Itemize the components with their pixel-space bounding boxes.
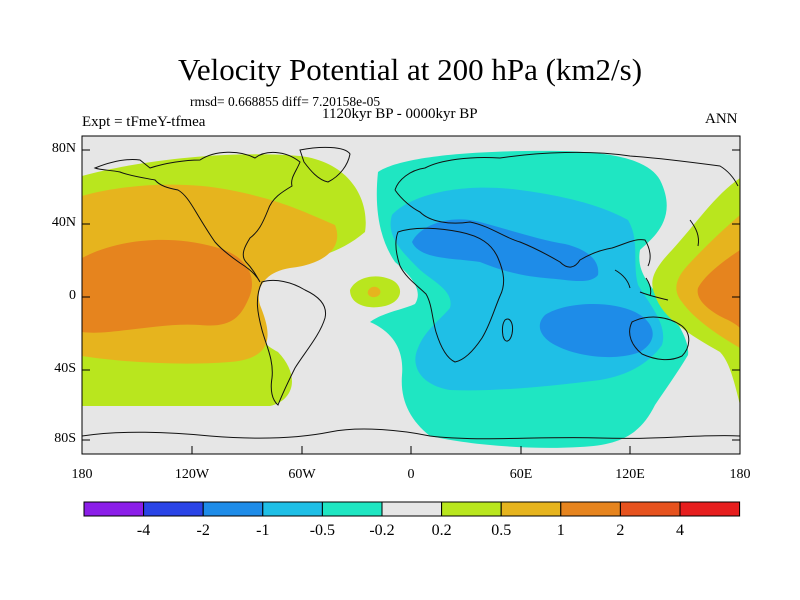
map-field [82, 136, 740, 454]
region-negative-strong-south [539, 304, 653, 358]
region-positive-moderate-island [367, 286, 381, 298]
stats-text: rmsd= 0.668855 diff= 7.20158e-05 [190, 94, 381, 109]
period-text: 1120kyr BP - 0000kyr BP [322, 106, 478, 122]
lat-label-40s: 40S [54, 361, 76, 376]
coast-north-america [93, 151, 301, 283]
season-label: ANN [705, 111, 738, 127]
colorbar-label: 0.5 [491, 522, 512, 539]
colorbar-box [262, 501, 323, 517]
colorbar-label: -2 [196, 522, 210, 539]
colorbar-box [83, 501, 145, 517]
region-negative-strong-north [412, 219, 599, 282]
lon-label-60e: 60E [509, 467, 533, 482]
coast-africa [395, 227, 505, 363]
colorbar-label: 1 [556, 522, 565, 539]
colorbar-label: 2 [616, 522, 625, 539]
coast-south-america [256, 279, 327, 406]
lon-label-120w: 120W [174, 467, 210, 482]
colorbar-box [441, 501, 502, 517]
lon-label-120e: 120E [615, 467, 645, 482]
coast-madagascar [501, 318, 513, 342]
colorbar-label: -1 [256, 522, 270, 539]
colorbar-box [679, 501, 741, 517]
coast-australia [629, 316, 690, 361]
region-positive-strong-east [697, 250, 740, 328]
coast-japan [689, 219, 699, 247]
colorbar-label: -0.5 [309, 522, 336, 539]
lat-label-0: 0 [69, 288, 76, 303]
colorbar-label: -0.2 [369, 522, 395, 539]
lon-label-0: 0 [407, 467, 415, 482]
colorbar-box [500, 501, 562, 517]
region-positive-strong-west [82, 239, 252, 333]
coast-greenland [299, 146, 351, 183]
lon-label-180e: 180 [729, 467, 751, 482]
lon-label-180w: 180 [71, 467, 93, 482]
colorbar-box [143, 501, 204, 517]
coast-eurasia [394, 151, 739, 268]
experiment-label: Expt = tFmeY-tfmea [82, 114, 206, 130]
colorbar-label: 0.2 [431, 522, 452, 539]
colorbar-box [560, 501, 621, 517]
colorbar-box [202, 501, 264, 517]
colorbar-box [381, 501, 443, 517]
coast-southeast-asia-islands [614, 269, 669, 301]
lat-label-80s: 80S [54, 431, 76, 446]
lon-label-60w: 60W [288, 467, 316, 482]
coast-antarctica [82, 428, 740, 440]
colorbar-box [619, 501, 681, 517]
colorbar [83, 501, 741, 517]
lat-label-80n: 80N [51, 141, 76, 156]
axis-ticks [81, 149, 741, 454]
lat-label-40n: 40N [51, 215, 76, 230]
colorbar-label: -4 [136, 522, 151, 539]
colorbar-label: 4 [676, 522, 684, 539]
coastlines [82, 146, 740, 440]
colorbar-box [321, 501, 383, 517]
page-title: Velocity Potential at 200 hPa (km2/s) [177, 52, 643, 87]
